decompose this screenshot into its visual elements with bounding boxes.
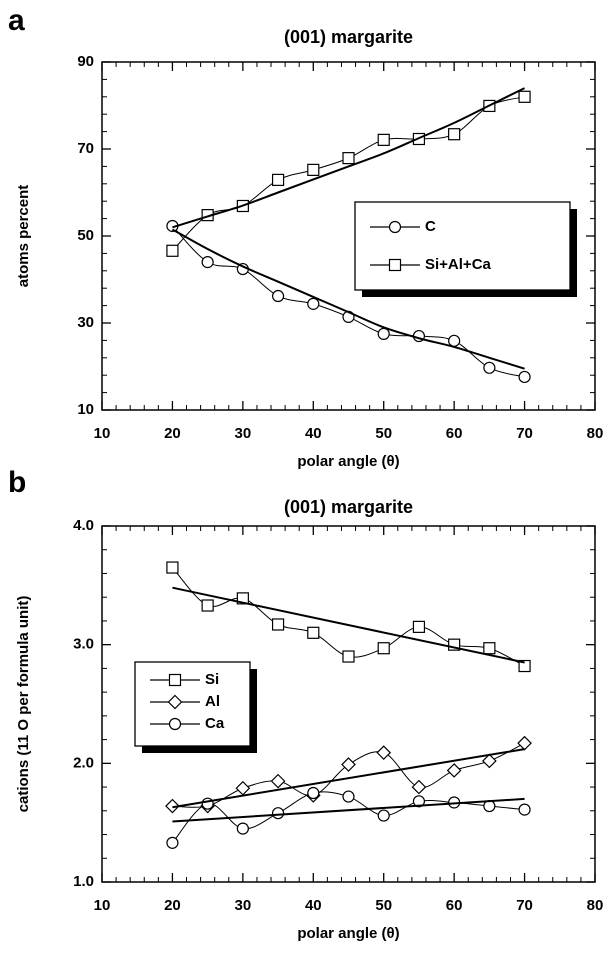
legend-label: Si+Al+Ca [425,256,492,273]
x-tick-label: 70 [516,897,533,914]
legend-label: C [425,218,436,235]
y-tick-label: 90 [77,53,94,70]
panel-label: a [8,4,25,37]
marker [168,717,182,731]
y-tick-label: 3.0 [73,636,94,653]
fit-line [171,228,525,370]
marker [518,90,531,103]
marker [341,757,356,772]
y-tick-label: 30 [77,314,94,331]
legend-box [134,661,251,747]
marker [517,735,532,751]
legend: Si Al Ca [134,661,257,753]
marker [342,650,355,663]
fit-line [172,586,525,664]
marker [483,642,496,655]
marker [377,642,390,655]
fit-line [172,748,525,809]
marker [377,809,390,822]
panel: a (001) margarite polar angle (θ) atoms per… [8,4,603,470]
y-tick-label: 10 [77,401,94,418]
x-tick-label: 40 [305,425,322,442]
marker [271,289,285,303]
marker [307,786,320,800]
y-tick-label: 50 [77,227,94,244]
fit-line [172,797,525,823]
marker [166,244,179,257]
marker [482,753,497,769]
chart-title: (001) margarite [284,497,413,517]
marker [307,163,320,176]
x-tick-label: 10 [94,897,111,914]
marker [518,659,531,673]
marker [342,152,355,165]
marker [518,370,531,384]
marker [307,297,320,310]
marker [271,807,285,820]
x-tick-label: 80 [587,425,604,442]
marker [388,258,402,272]
marker [201,256,214,269]
x-tick-label: 30 [235,425,252,442]
panel: b (001) margarite polar angle (θ) cations (… [8,466,603,942]
marker [518,803,531,816]
y-tick-label: 4.0 [73,517,94,534]
x-tick-label: 10 [94,425,111,442]
legend: C Si+Al+Ca [354,201,577,297]
x-tick-label: 20 [164,897,181,914]
marker [236,592,249,605]
x-tick-label: 40 [305,897,322,914]
y-tick-label: 1.0 [73,873,94,890]
marker [446,763,462,778]
marker [236,822,249,835]
marker [201,599,214,612]
panel-label: b [8,466,26,499]
marker [448,638,461,651]
x-tick-label: 70 [516,425,533,442]
y-tick-label: 2.0 [73,754,94,771]
marker [271,618,285,631]
x-tick-label: 30 [235,897,252,914]
x-axis-label: polar angle (θ) [297,453,399,470]
legend-label: Al [205,693,220,710]
x-tick-label: 50 [375,425,392,442]
x-tick-label: 80 [587,897,604,914]
y-axis-label: atoms percent [15,185,32,288]
chart-title: (001) margarite [284,27,413,47]
x-tick-label: 50 [375,897,392,914]
marker [448,334,461,347]
marker [412,795,426,808]
marker [167,694,183,710]
marker [377,133,390,146]
x-axis-label: polar angle (θ) [297,925,399,942]
fit-line [172,87,526,229]
marker [271,173,285,186]
marker [412,620,426,633]
marker [411,779,427,795]
marker [166,836,179,849]
legend-label: Ca [205,715,225,732]
x-tick-label: 20 [164,425,181,442]
marker [307,626,320,639]
marker [448,128,461,141]
marker [165,798,180,814]
marker [483,361,496,374]
legend-box [354,201,571,291]
marker [376,745,392,761]
x-tick-label: 60 [446,425,463,442]
marker [388,220,402,234]
marker [377,327,390,340]
marker [168,673,182,687]
x-tick-label: 60 [446,897,463,914]
marker [235,780,251,796]
legend-label: Si [205,671,219,688]
y-tick-label: 70 [77,140,94,157]
marker [270,773,286,789]
y-axis-label: cations (11 O per formula unit) [15,596,32,813]
marker [342,790,355,803]
marker [166,561,179,574]
plot-frame [101,525,596,883]
